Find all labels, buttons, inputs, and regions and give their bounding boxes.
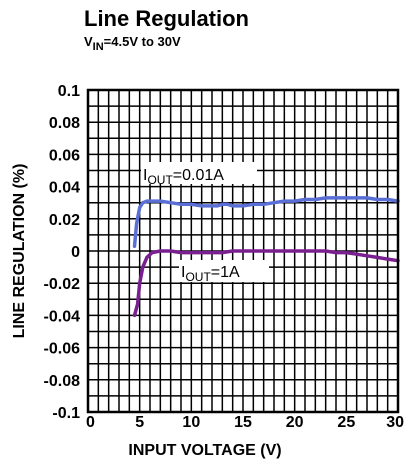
series-label-subscript: OUT — [185, 270, 211, 284]
series-label-main: I — [143, 167, 147, 184]
series-label-background — [141, 162, 257, 184]
x-tick-label: 0 — [86, 414, 95, 431]
series-line-1 — [132, 249, 400, 318]
x-tick-labels: 0 5 10 15 20 25 30 — [86, 414, 404, 431]
y-tick-label: -0.04 — [44, 308, 81, 325]
y-tick-labels: 0.1 0.08 0.06 0.04 0.02 0 -0.02 -0.04 -0.06 -0.08… — [44, 83, 81, 422]
series-line-0 — [132, 196, 400, 248]
series-label-text: IOUT=1A — [181, 264, 240, 284]
subtitle-subscript: IN — [93, 41, 104, 53]
y-tick-label: 0.1 — [58, 83, 80, 100]
x-tick-label: 10 — [182, 414, 200, 431]
y-tick-label: -0.08 — [44, 373, 81, 390]
y-tick-label: -0.02 — [44, 276, 81, 293]
y-tick-label: 0.02 — [49, 212, 80, 229]
y-tick-label: -0.1 — [52, 405, 80, 422]
x-tick-label: 15 — [234, 414, 252, 431]
plot-frame — [86, 88, 400, 414]
series-label-rest: =1A — [211, 264, 240, 281]
y-tick-label: -0.06 — [44, 341, 81, 358]
series-label-rest: =0.01A — [173, 167, 224, 184]
chart-subtitle: VIN=4.5V to 30V — [84, 34, 181, 53]
subtitle: VIN=4.5V to 30V — [84, 34, 181, 53]
series-label-subscript: OUT — [147, 173, 173, 187]
y-axis-label: LINE REGULATION (%) — [11, 164, 28, 339]
y-tick-label: 0.08 — [49, 115, 80, 132]
y-tick-label: 0.06 — [49, 147, 80, 164]
series-label-background — [179, 260, 269, 282]
x-tick-label: 30 — [386, 414, 404, 431]
y-tick-label: 0 — [71, 244, 80, 261]
series-group — [132, 196, 400, 318]
title: Line Regulation — [84, 6, 249, 31]
x-tick-label: 25 — [337, 414, 355, 431]
x-axis-label: INPUT VOLTAGE (V) — [128, 442, 281, 459]
chart-title: Line Regulation — [84, 6, 249, 31]
series-label-text: IOUT=0.01A — [143, 167, 224, 187]
x-tick-label: 20 — [286, 414, 304, 431]
x-tick-label: 5 — [135, 414, 144, 431]
y-tick-label: 0.04 — [49, 180, 80, 197]
series-label-iout-0.01a: IOUT=0.01A — [141, 162, 257, 187]
subtitle-main: V — [84, 34, 93, 49]
series-label-main: I — [181, 264, 185, 281]
series-label-iout-1a: IOUT=1A — [179, 260, 269, 284]
subtitle-rest: =4.5V to 30V — [104, 34, 181, 49]
